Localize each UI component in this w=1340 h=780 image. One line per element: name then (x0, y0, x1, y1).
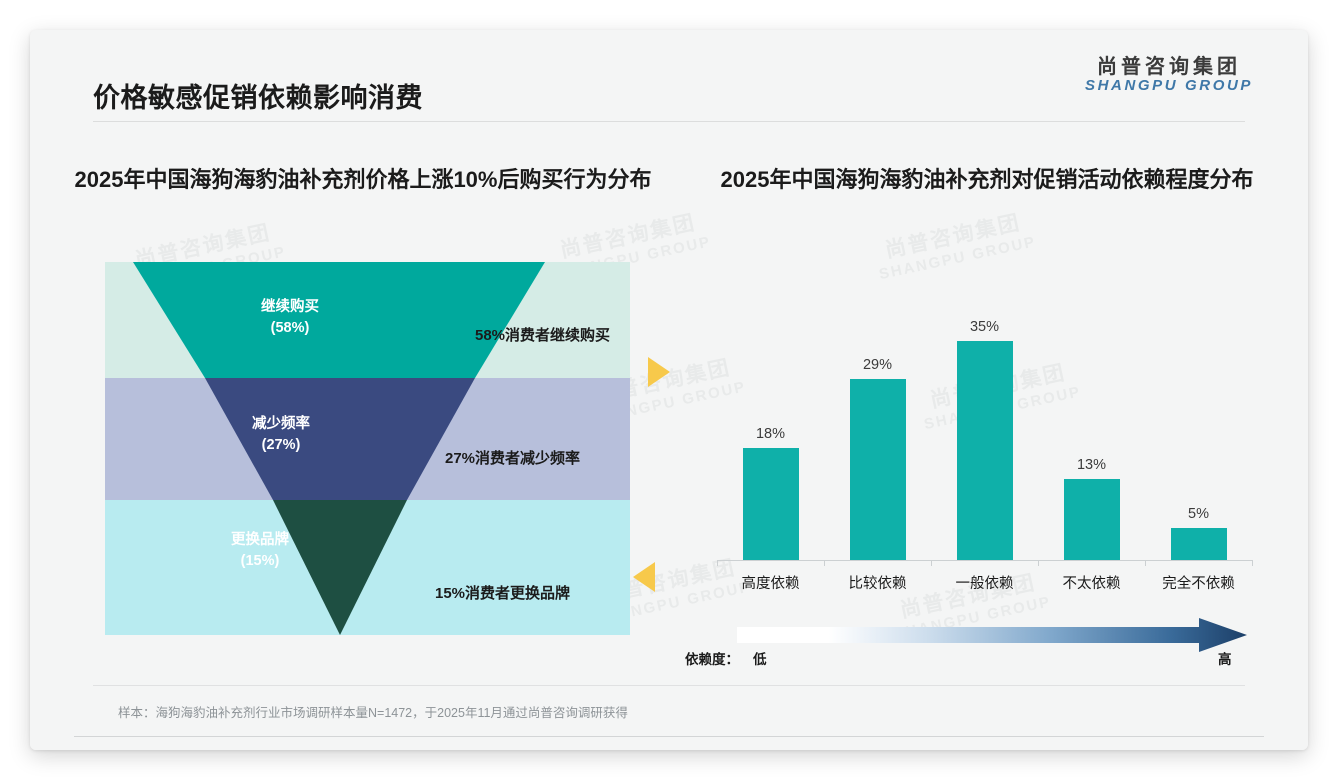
funnel-shape (133, 262, 545, 635)
right-chart-title: 2025年中国海狗海豹油补充剂对促销活动依赖程度分布 (720, 167, 1254, 192)
bar-rect[interactable] (849, 379, 906, 560)
category-label: 比较依赖 (848, 576, 907, 592)
sample-note: 样本：海狗海豹油补充剂行业市场调研样本量N=1472，于2025年11月通过尚普… (118, 706, 628, 720)
axis-tick (1038, 560, 1039, 566)
footer-divider (74, 736, 1264, 737)
bar-rect[interactable] (742, 448, 799, 560)
category-label: 不太依赖 (1062, 576, 1121, 592)
watermark: 尚普咨询集团 SHANGPU GROUP (872, 209, 1038, 284)
bar-column[interactable]: 5% (1145, 310, 1252, 560)
axis-tick (1145, 560, 1146, 566)
footnote-divider (93, 685, 1245, 686)
page-title: 价格敏感促销依赖影响消费 (93, 83, 423, 113)
funnel-segment-name: 更换品牌 (231, 532, 289, 548)
funnel-band-note: 27%消费者减少频率 (445, 450, 581, 467)
funnel-segment-label: 减少频率 (27%) (211, 414, 351, 456)
legend-title: 依赖度： (685, 652, 739, 667)
funnel-segment-label: 更换品牌 (15%) (190, 530, 330, 572)
bar-value-label: 5% (1188, 506, 1209, 522)
funnel-segment-0[interactable] (133, 262, 545, 378)
arrow-right-icon (648, 357, 670, 387)
watermark-cn: 尚普咨询集团 (883, 211, 1023, 263)
funnel-segment-value: (27%) (261, 437, 301, 454)
axis-tick (931, 560, 932, 566)
logo-chinese-text: 尚普咨询集团 (1097, 56, 1241, 78)
bar-column[interactable]: 13% (1038, 310, 1145, 560)
left-chart-title: 2025年中国海狗海豹油补充剂价格上涨10%后购买行为分布 (74, 167, 652, 192)
funnel-segment-name: 减少频率 (252, 416, 310, 432)
header-divider (93, 121, 1245, 122)
bar-chart: 18% 29% 35% 13% 5% (685, 310, 1285, 600)
funnel-segment-value: (15%) (240, 553, 280, 570)
slide-canvas: 价格敏感促销依赖影响消费 尚普咨询集团 SHANGPU GROUP 2025年中… (30, 30, 1308, 750)
arrow-left-icon (633, 562, 655, 592)
logo-english-text: SHANGPU GROUP (1085, 77, 1253, 95)
x-axis-line (717, 560, 1252, 561)
axis-tick (1252, 560, 1253, 566)
category-label: 高度依赖 (741, 576, 800, 592)
bar-value-label: 35% (969, 319, 1000, 335)
slide-footer: ©2026.1 SHANGPU GROUP www.shangpu-china.… (30, 737, 1308, 750)
funnel-segment-label: 继续购买 (58%) (220, 297, 360, 339)
axis-tick (717, 560, 718, 566)
funnel-band-note: 58%消费者继续购买 (475, 327, 611, 344)
bar-rect[interactable] (1063, 479, 1120, 560)
funnel-chart: 继续购买 (58%) 减少频率 (27%) 更换品牌 (15%) 58%消费者继… (105, 262, 670, 637)
bar-value-label: 18% (755, 426, 786, 442)
funnel-segment-name: 继续购买 (261, 299, 319, 315)
legend-high-label: 高 (1218, 652, 1232, 667)
watermark-en: SHANGPU GROUP (877, 233, 1038, 283)
bar-column[interactable]: 35% (931, 310, 1038, 560)
category-label: 完全不依赖 (1162, 576, 1235, 592)
bar-rect[interactable] (1170, 528, 1227, 560)
axis-tick (824, 560, 825, 566)
legend-low-label: 低 (753, 652, 767, 667)
watermark-cn: 尚普咨询集团 (558, 211, 698, 263)
category-label: 一般依赖 (955, 576, 1014, 592)
bar-column[interactable]: 18% (717, 310, 824, 560)
brand-logo: 尚普咨询集团 SHANGPU GROUP (1085, 56, 1253, 95)
funnel-segment-value: (58%) (270, 320, 310, 337)
bar-value-label: 29% (862, 357, 893, 373)
bar-column[interactable]: 29% (824, 310, 931, 560)
gradient-arrow-icon (737, 618, 1247, 652)
bar-value-label: 13% (1076, 457, 1107, 473)
bar-rect[interactable] (956, 341, 1013, 560)
funnel-segment-2[interactable] (273, 500, 407, 635)
slide-header: 价格敏感促销依赖影响消费 尚普咨询集团 SHANGPU GROUP (30, 30, 1308, 121)
funnel-segment-1[interactable] (205, 378, 475, 500)
dependency-legend: 依赖度： 低 高 (685, 618, 1285, 676)
funnel-band-note: 15%消费者更换品牌 (435, 585, 571, 602)
bar-plot-area: 18% 29% 35% 13% 5% (717, 310, 1252, 560)
